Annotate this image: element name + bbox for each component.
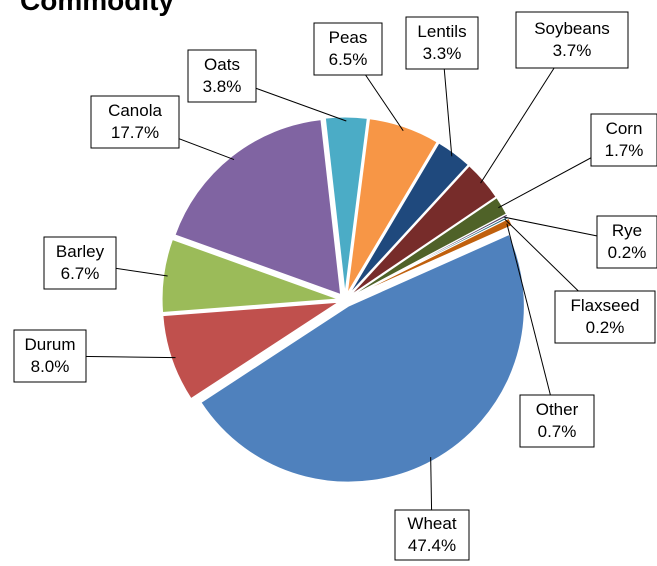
- slice-name: Soybeans: [534, 19, 610, 38]
- slice-value: 47.4%: [408, 536, 456, 555]
- slice-name: Other: [536, 400, 579, 419]
- slice-value: 3.7%: [553, 41, 592, 60]
- slice-value: 6.5%: [329, 50, 368, 69]
- pie-slice: [346, 118, 438, 294]
- slice-name: Peas: [329, 28, 368, 47]
- label-box: [554, 290, 656, 344]
- label-box: [13, 329, 87, 383]
- slice-value: 1.7%: [605, 141, 644, 160]
- label-box: [590, 113, 657, 167]
- slice-value: 3.3%: [423, 44, 462, 63]
- label-box: [313, 22, 383, 76]
- label-box: [519, 394, 595, 448]
- chart-title: Commodity: [20, 0, 174, 16]
- slice-name: Rye: [612, 221, 642, 240]
- label-box: [405, 16, 479, 70]
- pie-slice: [349, 165, 497, 296]
- pie-slice: [162, 301, 339, 400]
- label-box: [43, 236, 117, 290]
- label-box: [515, 11, 629, 69]
- slice-value: 0.2%: [586, 318, 625, 337]
- pie-slice: [324, 116, 368, 294]
- label-box: [394, 509, 470, 561]
- slice-name: Oats: [204, 55, 240, 74]
- slice-name: Wheat: [407, 514, 456, 533]
- slice-value: 17.7%: [111, 123, 159, 142]
- slice-name: Corn: [606, 119, 643, 138]
- slice-name: Barley: [56, 242, 105, 261]
- pie-slice: [200, 233, 525, 483]
- slice-value: 0.2%: [608, 243, 647, 262]
- label-box: [90, 95, 180, 149]
- slice-value: 3.8%: [203, 77, 242, 96]
- slice-value: 6.7%: [61, 264, 100, 283]
- leader-line: [506, 223, 558, 422]
- label-box: [596, 215, 657, 269]
- label-box: [187, 49, 257, 103]
- pie-slice: [174, 119, 342, 296]
- slice-name: Flaxseed: [571, 296, 640, 315]
- pie-slice: [348, 142, 469, 295]
- slice-name: Lentils: [417, 22, 466, 41]
- slice-name: Durum: [24, 335, 75, 354]
- slice-value: 0.7%: [538, 422, 577, 441]
- slice-value: 8.0%: [31, 357, 70, 376]
- labels: Wheat 47.4% Durum 8.0% Barley 6.7% Canola 17.7%…: [13, 11, 657, 561]
- slice-name: Canola: [108, 101, 162, 120]
